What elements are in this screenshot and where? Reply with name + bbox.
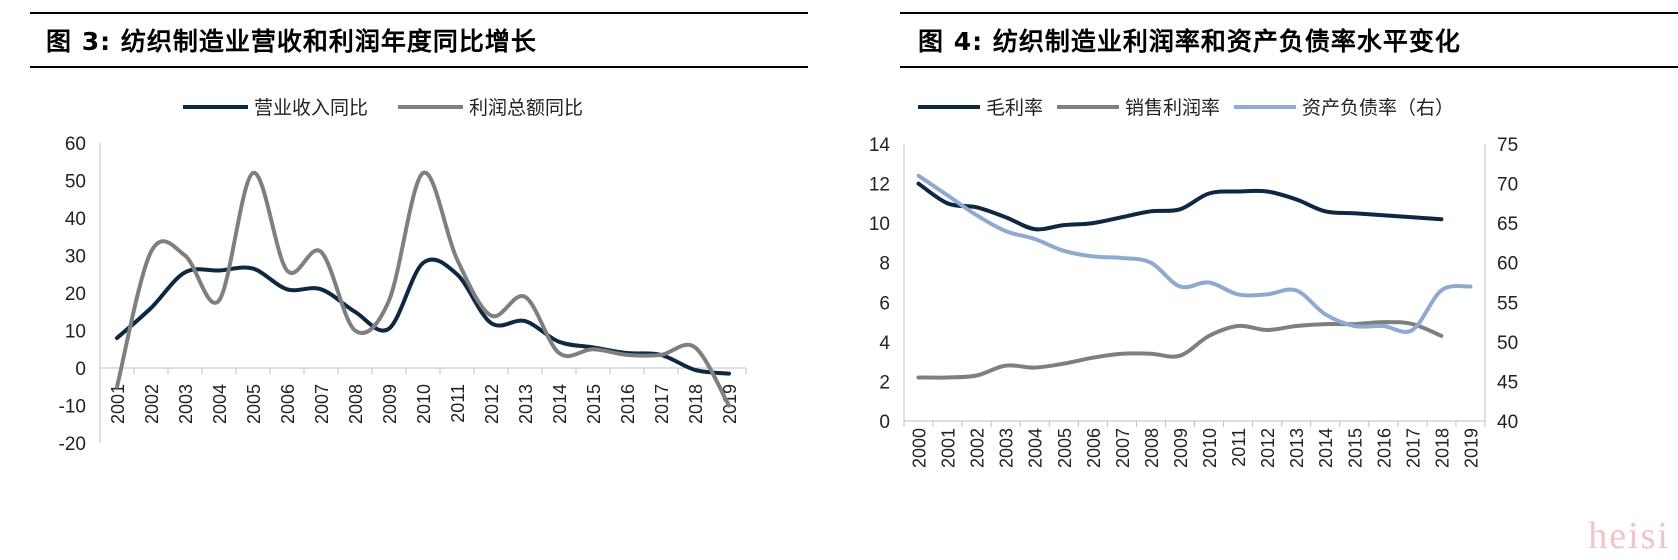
- x-tick-label: 2008: [346, 384, 366, 424]
- x-tick-label: 2005: [244, 384, 264, 424]
- y2-tick-label: 55: [1497, 293, 1518, 314]
- title-number: 4: [953, 27, 973, 56]
- x-tick-label: 2014: [1316, 428, 1336, 468]
- top-rule: [900, 12, 1678, 14]
- x-tick-label: 2018: [686, 384, 706, 424]
- x-tick-label: 2005: [1055, 428, 1075, 468]
- x-tick-label: 2012: [1258, 428, 1278, 468]
- x-tick-label: 2000: [910, 428, 930, 468]
- chart-panel-left: 图 3: 纺织制造业营收和利润年度同比增长 -20 -10 0 10 20 30 40 50 6…: [30, 12, 808, 455]
- legend-label: 利润总额同比: [469, 97, 583, 119]
- x-tick-label: 2001: [108, 384, 128, 424]
- y-tick-label: 8: [879, 254, 890, 275]
- x-tick-label: 2015: [1345, 428, 1365, 468]
- line-chart-revenue-profit-yoy: -20 -10 0 10 20 30 40 50 60 2001 2002 2003 2004 2005 2…: [59, 97, 747, 455]
- series-line-1: [916, 181, 1444, 232]
- x-tick-label: 2006: [278, 384, 298, 424]
- x-tick-label: 2016: [1374, 428, 1394, 468]
- top-rule: [30, 12, 808, 14]
- y-tick-label: 30: [65, 247, 86, 268]
- title-text: : 纺织制造业利润率和资产负债率水平变化: [972, 27, 1461, 56]
- y-tick-label: 4: [879, 333, 890, 354]
- x-tick-label: 2010: [414, 384, 434, 424]
- y2-tick-label: 60: [1497, 254, 1518, 275]
- x-tick-label: 2011: [448, 384, 468, 423]
- x-tick-label: 2019: [1461, 428, 1481, 468]
- legend-label: 营业收入同比: [254, 97, 368, 119]
- line-chart-margins-leverage: 0 2 4 6 8 10 12 14 40 45 50 55 60 65 70 75 2000 2001 2002 2…: [869, 97, 1518, 468]
- x-tick-label: 2001: [939, 428, 959, 468]
- y-tick-label: 0: [879, 412, 890, 433]
- y-tick-label: 6: [879, 293, 890, 314]
- x-tick-label: 2004: [1026, 428, 1046, 468]
- x-tick-label: 2008: [1142, 428, 1162, 468]
- title-rule: [900, 66, 1678, 68]
- title-prefix: 图: [46, 27, 82, 56]
- x-tick-label: 2014: [550, 384, 570, 424]
- figure-title: 图 3: 纺织制造业营收和利润年度同比增长: [46, 22, 537, 58]
- y2-tick-label: 70: [1497, 175, 1518, 196]
- y2-tick-label: 50: [1497, 333, 1518, 354]
- y-tick-label: 10: [869, 214, 890, 235]
- title-rule: [30, 66, 808, 68]
- y-tick-label: 0: [75, 359, 86, 380]
- y-tick-label: 40: [65, 209, 86, 230]
- figure-title: 图 4: 纺织制造业利润率和资产负债率水平变化: [918, 22, 1461, 58]
- legend-label: 资产负债率（右）: [1302, 97, 1454, 119]
- y-tick-label: -20: [59, 434, 86, 455]
- x-tick-label: 2011: [1229, 428, 1249, 467]
- x-tick-label: 2003: [997, 428, 1017, 468]
- y2-tick-label: 75: [1497, 135, 1518, 156]
- title-text: : 纺织制造业营收和利润年度同比增长: [100, 27, 537, 56]
- y2-tick-label: 45: [1497, 372, 1518, 393]
- x-tick-label: 2006: [1084, 428, 1104, 468]
- chart-panel-right: 图 4: 纺织制造业利润率和资产负债率水平变化 0 2 4 6 8 10 12 14 40 45 5…: [869, 0, 1678, 560]
- x-tick-label: 2013: [1287, 428, 1307, 468]
- y2-tick-label: 40: [1497, 412, 1518, 433]
- title-prefix: 图: [918, 27, 954, 56]
- x-tick-label: 2017: [652, 384, 672, 424]
- x-tick-label: 2010: [1200, 428, 1220, 468]
- y-tick-label: -10: [59, 397, 86, 418]
- x-tick-label: 2002: [142, 384, 162, 424]
- x-tick-label: 2017: [1403, 428, 1423, 468]
- series-line-2: [916, 320, 1444, 380]
- x-tick-label: 2013: [516, 384, 536, 424]
- y-tick-label: 12: [869, 175, 890, 196]
- x-tick-label: 2007: [312, 384, 332, 424]
- x-tick-label: 2015: [584, 384, 604, 424]
- y-tick-label: 50: [65, 172, 86, 193]
- y-tick-label: 60: [65, 134, 86, 155]
- x-tick-label: 2016: [618, 384, 638, 424]
- y-tick-label: 20: [65, 284, 86, 305]
- y2-tick-label: 65: [1497, 214, 1518, 235]
- legend-label: 毛利率: [986, 97, 1043, 119]
- x-tick-label: 2002: [968, 428, 988, 468]
- watermark: heisi: [1588, 515, 1670, 557]
- legend-label: 销售利润率: [1125, 97, 1220, 119]
- x-tick-label: 2012: [482, 384, 502, 424]
- series-line-2: [115, 170, 731, 408]
- y-tick-label: 2: [879, 372, 890, 393]
- y-tick-label: 10: [65, 322, 86, 343]
- series-line-3: [916, 173, 1473, 334]
- x-tick-label: 2009: [1171, 428, 1191, 468]
- x-tick-label: 2018: [1432, 428, 1452, 468]
- x-tick-label: 2004: [210, 384, 230, 424]
- x-tick-label: 2003: [176, 384, 196, 424]
- x-tick-label: 2009: [380, 384, 400, 424]
- x-tick-label: 2007: [1113, 428, 1133, 468]
- title-number: 3: [81, 27, 101, 56]
- y-tick-label: 14: [869, 135, 891, 156]
